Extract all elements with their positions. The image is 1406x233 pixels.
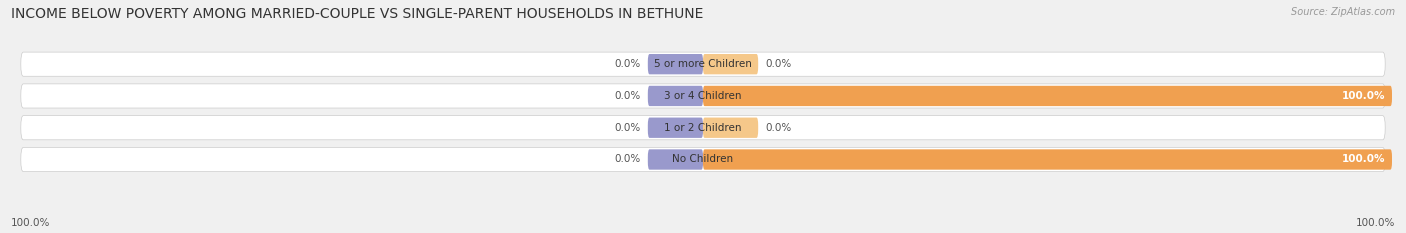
FancyBboxPatch shape <box>21 116 1385 140</box>
FancyBboxPatch shape <box>703 86 1392 106</box>
FancyBboxPatch shape <box>648 118 703 138</box>
Text: 0.0%: 0.0% <box>765 59 792 69</box>
Text: INCOME BELOW POVERTY AMONG MARRIED-COUPLE VS SINGLE-PARENT HOUSEHOLDS IN BETHUNE: INCOME BELOW POVERTY AMONG MARRIED-COUPL… <box>11 7 703 21</box>
Text: 0.0%: 0.0% <box>765 123 792 133</box>
FancyBboxPatch shape <box>21 52 1385 76</box>
FancyBboxPatch shape <box>21 147 1385 171</box>
Text: 100.0%: 100.0% <box>1341 154 1385 164</box>
FancyBboxPatch shape <box>703 54 758 74</box>
FancyBboxPatch shape <box>648 149 703 170</box>
Text: 0.0%: 0.0% <box>614 154 641 164</box>
Text: 0.0%: 0.0% <box>614 91 641 101</box>
Text: 3 or 4 Children: 3 or 4 Children <box>664 91 742 101</box>
Text: Source: ZipAtlas.com: Source: ZipAtlas.com <box>1291 7 1395 17</box>
Text: 0.0%: 0.0% <box>614 123 641 133</box>
FancyBboxPatch shape <box>703 118 758 138</box>
FancyBboxPatch shape <box>648 54 703 74</box>
Text: No Children: No Children <box>672 154 734 164</box>
Text: 5 or more Children: 5 or more Children <box>654 59 752 69</box>
FancyBboxPatch shape <box>703 149 1392 170</box>
FancyBboxPatch shape <box>648 86 703 106</box>
Text: 1 or 2 Children: 1 or 2 Children <box>664 123 742 133</box>
Text: 100.0%: 100.0% <box>1341 91 1385 101</box>
Text: 100.0%: 100.0% <box>1355 218 1395 228</box>
Text: 100.0%: 100.0% <box>11 218 51 228</box>
Text: 0.0%: 0.0% <box>614 59 641 69</box>
FancyBboxPatch shape <box>21 84 1385 108</box>
